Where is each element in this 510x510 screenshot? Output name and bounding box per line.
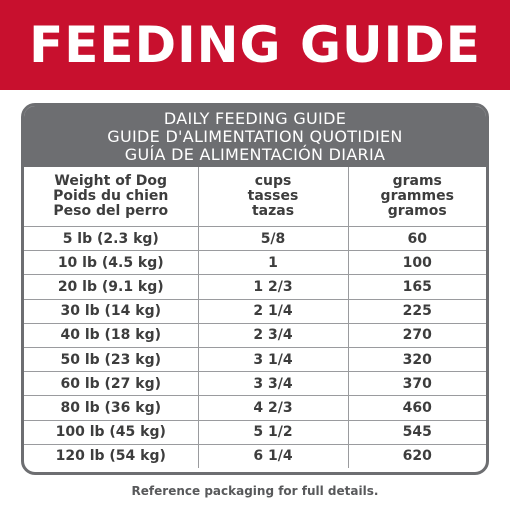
feeding-guide-banner: FEEDING GUIDE [0, 0, 510, 90]
cups-cell: 3 1/4 [197, 347, 349, 373]
grams-cell: 165 [348, 274, 486, 300]
table-header-row: Weight of Dog Poids du chien Peso del pe… [24, 167, 486, 227]
table-row: 60 lb (27 kg) 3 3/4 370 [24, 371, 486, 397]
header-weight: Weight of Dog Poids du chien Peso del pe… [24, 167, 198, 227]
feeding-guide-card: DAILY FEEDING GUIDE GUIDE D'ALIMENTATION… [21, 103, 489, 475]
table-row: 30 lb (14 kg) 2 1/4 225 [24, 299, 486, 324]
grams-cell: 60 [348, 226, 486, 252]
header-weight-fr: Poids du chien [53, 188, 169, 204]
weight-cell: 100 lb (45 kg) [24, 420, 198, 445]
weight-cell: 120 lb (54 kg) [55, 448, 166, 465]
header-grams-en: grams [392, 173, 442, 189]
grams-cell: 460 [348, 395, 486, 421]
grams-cell: 225 [348, 299, 486, 324]
table-row: 100 lb (45 kg) 5 1/2 545 [24, 420, 486, 445]
table-row: 5 lb (2.3 kg) 5/8 60 [24, 226, 486, 252]
weight-cell: 5 lb (2.3 kg) [24, 226, 198, 252]
cups-cell: 2 3/4 [197, 323, 349, 348]
table-row: 20 lb (9.1 kg) 1 2/3 165 [24, 274, 486, 300]
header-weight-es: Peso del perro [53, 203, 169, 219]
cups-cell: 6 1/4 [197, 444, 349, 468]
feeding-table: Weight of Dog Poids du chien Peso del pe… [24, 167, 486, 468]
banner-title: FEEDING GUIDE [29, 16, 481, 74]
cups-cell: 5/8 [197, 226, 349, 252]
card-title-french: GUIDE D'ALIMENTATION QUOTIDIEN [107, 126, 403, 146]
card-header: DAILY FEEDING GUIDE GUIDE D'ALIMENTATION… [24, 106, 486, 167]
cups-cell: 5 1/2 [197, 420, 349, 445]
header-cups-es: tazas [251, 203, 295, 219]
cups-cell: 3 3/4 [197, 371, 349, 397]
table-row: 10 lb (4.5 kg) 1 100 [24, 250, 486, 276]
weight-cell: 10 lb (4.5 kg) [24, 250, 198, 276]
grams-cell: 270 [348, 323, 486, 348]
cups-cell: 4 2/3 [197, 395, 349, 421]
grams-cell: 320 [348, 347, 486, 373]
weight-cell: 80 lb (36 kg) [24, 395, 198, 421]
header-weight-en: Weight of Dog [54, 173, 168, 189]
weight-cell: 20 lb (9.1 kg) [24, 274, 198, 300]
table-row: 50 lb (23 kg) 3 1/4 320 [24, 347, 486, 373]
weight-cell: 30 lb (14 kg) [24, 299, 198, 324]
weight-cell: 40 lb (18 kg) [24, 323, 198, 348]
cups-cell: 1 [197, 250, 349, 276]
grams-cell: 370 [348, 371, 486, 397]
grams-cell: 620 [402, 448, 432, 465]
header-cups-en: cups [254, 173, 292, 189]
footnote: Reference packaging for full details. [131, 484, 379, 498]
table-row: 120 lb (54 kg) 6 1/4 620 [24, 444, 486, 468]
weight-cell: 60 lb (27 kg) [24, 371, 198, 397]
grams-cell: 545 [348, 420, 486, 445]
grams-cell: 100 [348, 250, 486, 276]
cups-cell: 2 1/4 [197, 299, 349, 324]
table-row: 80 lb (36 kg) 4 2/3 460 [24, 395, 486, 421]
header-grams: grams grammes gramos [348, 167, 486, 227]
header-cups: cups tasses tazas [197, 167, 349, 227]
card-title-spanish: GUÍA DE ALIMENTACIÓN DIARIA [124, 144, 386, 164]
header-cups-fr: tasses [247, 188, 299, 204]
card-title-english: DAILY FEEDING GUIDE [163, 108, 347, 128]
header-grams-es: gramos [387, 203, 447, 219]
weight-cell: 50 lb (23 kg) [24, 347, 198, 373]
header-grams-fr: grammes [380, 188, 454, 204]
cups-cell: 1 2/3 [197, 274, 349, 300]
table-row: 40 lb (18 kg) 2 3/4 270 [24, 323, 486, 348]
